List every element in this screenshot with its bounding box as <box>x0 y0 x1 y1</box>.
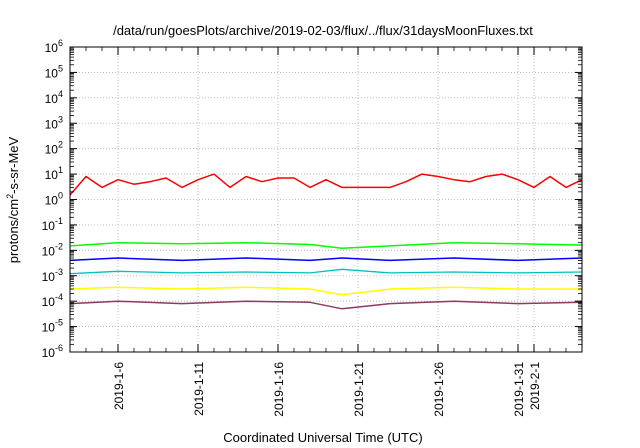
y-tick-label: 10-2 <box>42 241 63 258</box>
chart-title: /data/run/goesPlots/archive/2019-02-03/f… <box>113 23 533 38</box>
x-axis: 2019-1-6 2019-1-11 2019-1-16 2019-1-21 2019-… <box>69 47 583 417</box>
x-tick-label: 2019-2-1 <box>528 362 542 410</box>
y-tick-label: 106 <box>45 38 63 55</box>
grid <box>70 47 582 352</box>
x-tick-label: 2019-1-21 <box>352 362 366 417</box>
x-tick-label: 2019-1-6 <box>112 362 126 410</box>
x-axis-label: Coordinated Universal Time (UTC) <box>223 430 422 445</box>
series-line-2 <box>69 241 583 250</box>
y-axis: 10-6 10-5 10-4 10-3 10-2 10-1 100 101 102 103 104 1… <box>42 38 582 360</box>
y-tick-label: 10-3 <box>42 267 63 284</box>
y-tick-label: 10-4 <box>42 292 63 309</box>
y-axis-label: protons/cm2-s-sr-MeV <box>5 136 21 263</box>
series-line-5 <box>69 286 582 296</box>
series-line-4 <box>69 268 583 275</box>
y-tick-label: 10-1 <box>42 216 63 233</box>
x-tick-label: 2019-1-16 <box>272 362 286 417</box>
y-tick-label: 100 <box>45 191 63 208</box>
y-tick-label: 10-5 <box>42 318 63 335</box>
y-tick-label: 101 <box>45 165 63 182</box>
y-tick-label: 102 <box>45 140 63 157</box>
series-group <box>69 173 583 310</box>
x-tick-label: 2019-1-26 <box>432 362 446 417</box>
series-line-6 <box>69 300 583 310</box>
series-line-1 <box>69 173 583 196</box>
y-tick-label: 103 <box>45 114 63 131</box>
y-tick-label: 105 <box>45 63 63 80</box>
y-tick-label: 10-6 <box>42 343 63 360</box>
x-tick-label: 2019-1-31 <box>512 362 526 417</box>
series-line-3 <box>69 257 583 262</box>
y-tick-label: 104 <box>45 89 63 106</box>
x-tick-label: 2019-1-11 <box>192 362 206 416</box>
